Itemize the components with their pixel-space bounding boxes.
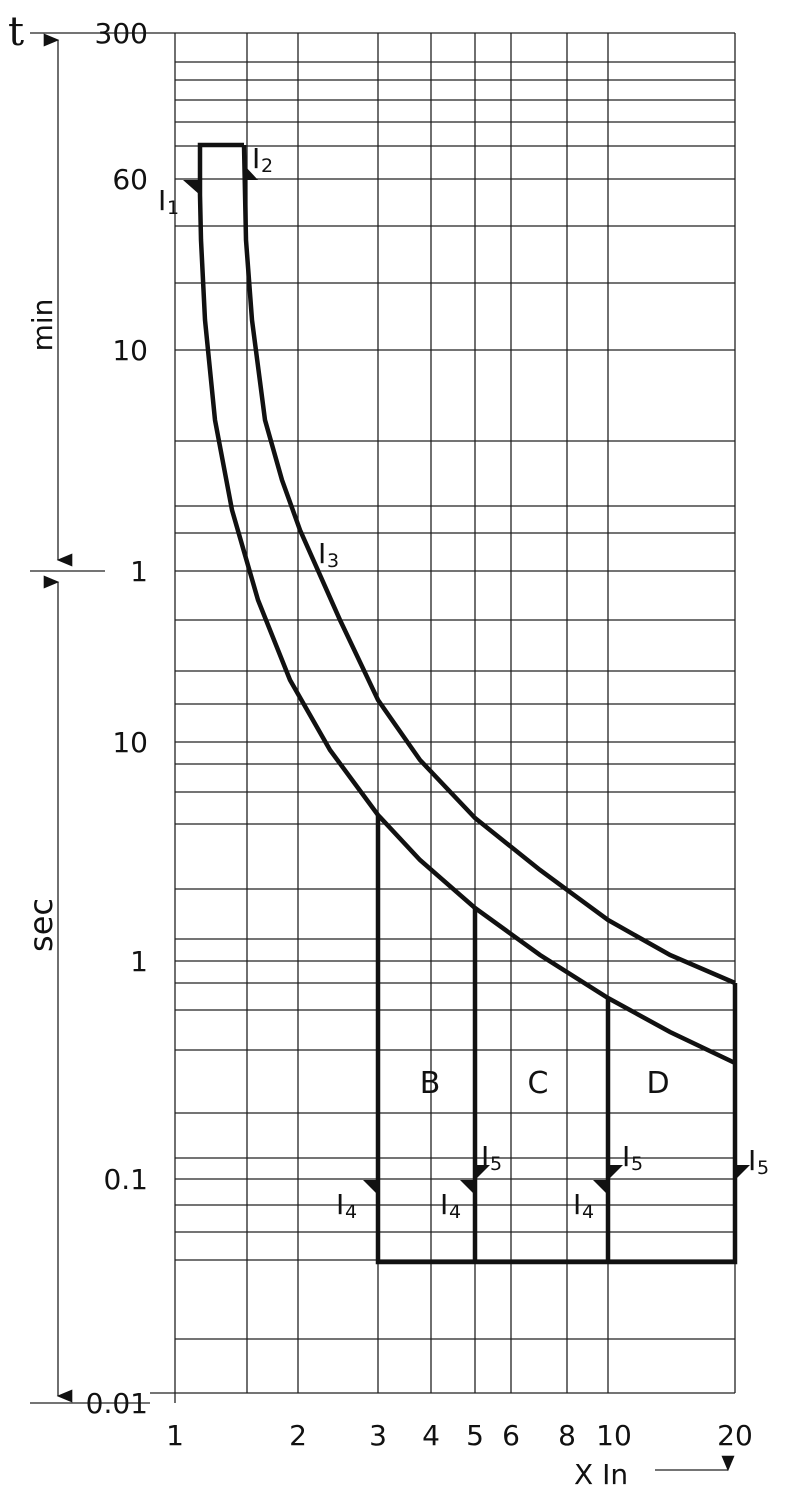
marker-symbol: I <box>252 142 260 175</box>
axis-brackets <box>30 32 735 1472</box>
marker-index: 5 <box>631 1153 643 1175</box>
marker-index: 5 <box>490 1153 502 1175</box>
region-label: D <box>646 1066 669 1101</box>
region-label: B <box>420 1066 441 1101</box>
x-tick-label: 8 <box>558 1419 576 1452</box>
marker-index: 1 <box>167 197 179 219</box>
grid <box>174 32 736 1403</box>
y-tick-label: 10 <box>112 726 148 759</box>
marker-symbol: I <box>158 184 166 217</box>
t-label: t <box>8 9 24 55</box>
x-tick-label: 10 <box>596 1419 632 1452</box>
y-tick-label: 0.01 <box>86 1387 148 1420</box>
marker-symbol: I <box>440 1188 448 1221</box>
marker-index: 2 <box>261 155 273 177</box>
y-tick-label: 1 <box>130 555 148 588</box>
marker-index: 4 <box>582 1201 594 1223</box>
x-tick-label: 6 <box>502 1419 520 1452</box>
x-tick-label: 2 <box>289 1419 307 1452</box>
marker-symbol: I <box>481 1140 489 1173</box>
marker-symbol: I <box>573 1188 581 1221</box>
y-tick-label: 1 <box>130 945 148 978</box>
x-tick-label: 1 <box>166 1419 184 1452</box>
trip-curves <box>183 142 750 1265</box>
x-label: X In <box>574 1458 628 1491</box>
marker-index: 3 <box>327 550 339 572</box>
y-tick-label: 0.1 <box>103 1163 148 1196</box>
y-tick-label: 10 <box>112 334 148 367</box>
region-label: C <box>528 1066 549 1101</box>
marker-index: 4 <box>449 1201 461 1223</box>
marker-symbol: I <box>318 537 326 570</box>
x-tick-label: 20 <box>717 1419 753 1452</box>
marker-symbol: I <box>622 1140 630 1173</box>
marker-symbol: I <box>748 1144 756 1177</box>
marker-symbol: I <box>336 1188 344 1221</box>
y-tick-label: 60 <box>112 163 148 196</box>
x-tick-label: 5 <box>466 1419 484 1452</box>
marker-index: 5 <box>757 1157 769 1179</box>
range-label: min <box>26 299 59 352</box>
x-tick-label: 4 <box>422 1419 440 1452</box>
marker-index: 4 <box>345 1201 357 1223</box>
x-tick-label: 3 <box>369 1419 387 1452</box>
y-tick-label: 300 <box>95 17 148 50</box>
range-label: sec <box>22 898 60 952</box>
